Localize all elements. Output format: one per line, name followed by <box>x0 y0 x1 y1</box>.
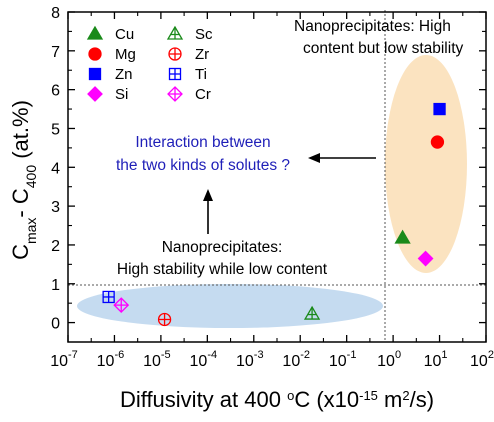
x-tick-label: 10-3 <box>236 349 264 370</box>
legend-marker-sc <box>166 25 184 40</box>
legend-marker-cu <box>86 25 104 40</box>
legend-label-si: Si <box>115 86 128 103</box>
vertical-arrow <box>203 189 213 234</box>
high-content-annotation-line1: Nanoprecipitates: High <box>294 18 451 35</box>
x-tick-label: 102 <box>470 349 494 370</box>
interaction-annotation-line2: the two kinds of solutes ? <box>116 157 290 174</box>
plot-frame <box>67 11 487 343</box>
y-tick-label: 4 <box>51 160 60 177</box>
legend-marker-zn <box>88 67 102 81</box>
legend-label-cr: Cr <box>195 86 211 103</box>
high-stability-region <box>77 284 383 328</box>
high-stability-annotation-line1: Nanoprecipitates: <box>162 239 283 256</box>
y-axis-title: Cmax- C400 (at.%) <box>8 100 39 260</box>
data-point-sc <box>303 305 321 320</box>
high-content-annotation-line2: content but low stability <box>303 40 464 57</box>
data-point-cr <box>113 297 130 314</box>
y-tick-label: 2 <box>51 238 60 255</box>
x-tick-label: 10-2 <box>282 349 310 370</box>
x-tick-label: 10-6 <box>97 349 125 370</box>
y-tick-label: 3 <box>51 199 60 216</box>
y-tick-label: 0 <box>51 316 60 333</box>
x-tick-label: 10-1 <box>329 349 357 370</box>
high-content-region <box>385 55 467 273</box>
y-tick-label: 8 <box>51 5 60 22</box>
x-tick-label: 10-4 <box>190 349 218 370</box>
interaction-annotation-line1: Interaction between <box>135 134 270 151</box>
legend: Cu Mg Zn Si Sc Zr Ti Cr <box>86 25 213 103</box>
x-tick-label: 10-5 <box>143 349 171 370</box>
x-tick-labels: 10-7 10-6 10-5 10-4 10-3 10-2 10-1 100 101 102 <box>50 349 494 370</box>
legend-label-cu: Cu <box>115 26 134 43</box>
data-points <box>102 102 446 327</box>
x-tick-label: 100 <box>377 349 401 370</box>
legend-label-mg: Mg <box>115 46 136 63</box>
data-point-zr <box>157 312 172 327</box>
data-point-ti <box>102 290 115 304</box>
legend-marker-ti <box>168 67 182 81</box>
high-stability-annotation-line2: High stability while low content <box>117 261 328 278</box>
y-tick-label: 6 <box>51 83 60 100</box>
legend-marker-cr <box>167 86 183 102</box>
horizontal-arrow <box>308 153 376 163</box>
y-tick-label: 1 <box>51 277 60 294</box>
legend-label-ti: Ti <box>195 66 207 83</box>
legend-marker-mg <box>88 47 102 61</box>
x-axis-title: Diffusivity at 400 oC (x10-15 m2/s) <box>120 387 434 412</box>
data-point-si <box>417 250 434 267</box>
x-tick-label: 10-7 <box>50 349 78 370</box>
y-tick-labels: 0 1 2 3 4 5 6 7 8 <box>51 5 60 333</box>
legend-marker-zr <box>168 47 182 61</box>
data-point-cu <box>394 229 411 244</box>
y-tick-label: 7 <box>51 44 60 61</box>
y-tick-label: 5 <box>51 121 60 138</box>
data-point-mg <box>430 135 445 149</box>
legend-label-sc: Sc <box>195 26 213 43</box>
legend-label-zr: Zr <box>195 46 209 63</box>
legend-marker-si <box>87 86 103 102</box>
legend-label-zn: Zn <box>115 66 133 83</box>
x-tick-label: 101 <box>424 349 448 370</box>
data-point-zn <box>433 102 446 116</box>
